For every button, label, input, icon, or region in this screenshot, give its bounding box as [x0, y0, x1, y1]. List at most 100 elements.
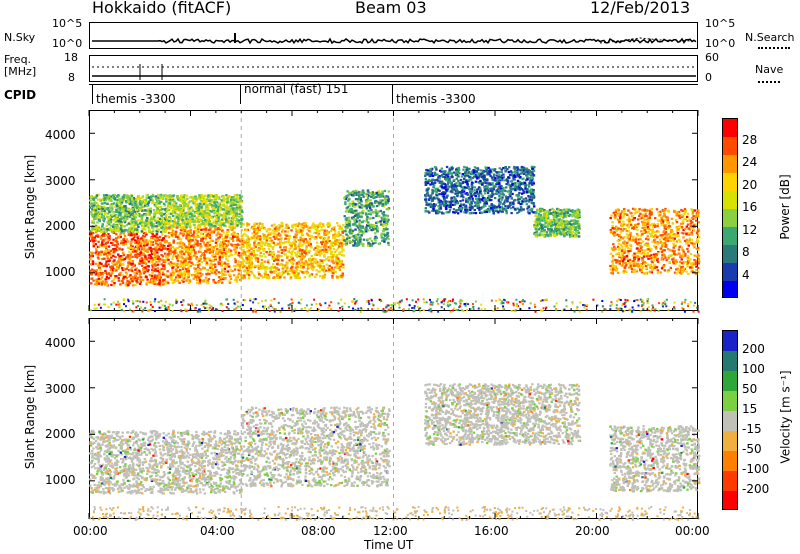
data-cell	[246, 223, 249, 226]
data-cell	[233, 257, 237, 260]
data-cell	[208, 248, 212, 251]
data-cell	[280, 274, 283, 277]
data-cell	[124, 241, 127, 244]
data-cell	[504, 205, 507, 208]
data-cell	[144, 266, 147, 269]
data-cell	[194, 263, 197, 266]
data-cell	[347, 216, 351, 219]
data-cell	[160, 263, 163, 266]
data-cell	[127, 240, 130, 243]
data-cell	[473, 186, 477, 189]
data-cell	[355, 236, 359, 239]
velocity-ytick: 3000	[45, 382, 76, 396]
data-cell	[171, 255, 175, 258]
data-cell	[160, 215, 163, 218]
data-cell	[137, 277, 141, 280]
data-cell	[241, 252, 244, 255]
data-cell	[159, 273, 162, 276]
data-cell	[235, 196, 239, 199]
data-cell	[358, 222, 361, 225]
data-cell	[230, 249, 233, 252]
data-cell	[258, 254, 261, 257]
data-cell	[199, 258, 203, 261]
data-cell	[109, 206, 112, 209]
data-cell	[339, 263, 342, 267]
data-cell	[222, 197, 226, 200]
data-cell	[241, 237, 244, 240]
data-cell	[222, 200, 226, 203]
data-cell	[208, 257, 211, 260]
data-cell	[330, 241, 333, 244]
data-cell	[103, 217, 107, 220]
data-cell	[153, 269, 156, 272]
data-cell	[253, 276, 256, 279]
data-cell	[375, 205, 379, 208]
data-cell	[228, 280, 231, 283]
data-cell	[96, 221, 99, 224]
data-cell	[97, 240, 100, 243]
data-cell	[178, 226, 182, 229]
data-cell	[145, 283, 148, 286]
data-cell	[146, 213, 149, 216]
data-cell	[273, 266, 277, 269]
data-cell	[153, 213, 156, 216]
data-cell	[317, 245, 320, 248]
data-cell	[145, 240, 148, 243]
colorbar-swatch	[723, 119, 737, 138]
data-cell	[459, 200, 462, 203]
data-cell	[116, 224, 119, 227]
data-cell	[352, 244, 355, 247]
data-cell	[337, 224, 340, 227]
data-cell	[260, 245, 264, 248]
data-cell	[238, 254, 241, 257]
data-cell	[92, 202, 95, 205]
data-cell	[113, 193, 116, 197]
data-cell	[285, 234, 288, 237]
data-cell	[145, 268, 149, 271]
data-cell	[331, 275, 334, 278]
data-cell	[172, 202, 176, 205]
data-cell	[257, 235, 260, 238]
data-cell	[255, 222, 259, 225]
data-cell	[174, 233, 177, 236]
data-cell	[97, 273, 100, 277]
data-cell	[101, 225, 104, 228]
data-cell	[362, 195, 365, 198]
data-cell	[386, 235, 390, 238]
data-cell	[342, 236, 345, 239]
data-cell	[286, 256, 289, 259]
data-cell	[163, 268, 166, 271]
data-cell	[227, 219, 230, 222]
data-cell	[161, 243, 164, 246]
data-cell	[300, 229, 303, 232]
data-cell	[206, 257, 209, 260]
data-cell	[229, 200, 232, 203]
data-cell	[90, 238, 94, 241]
data-cell	[134, 254, 137, 257]
data-cell	[116, 247, 120, 250]
data-cell	[176, 207, 180, 210]
data-cell	[289, 276, 293, 279]
data-cell	[261, 223, 264, 226]
data-cell	[116, 204, 119, 207]
data-cell	[106, 228, 109, 231]
colorbar-swatch	[723, 227, 737, 246]
data-cell	[229, 269, 232, 272]
data-cell	[189, 245, 193, 248]
data-cell	[301, 223, 304, 226]
xtick-label: 08:00	[301, 524, 336, 538]
data-cell	[110, 283, 113, 287]
data-cell	[143, 222, 146, 225]
data-cell	[189, 264, 192, 267]
data-cell	[333, 251, 337, 254]
data-cell	[110, 210, 113, 213]
data-cell	[144, 241, 147, 244]
data-cell	[375, 200, 378, 203]
data-cell	[200, 209, 203, 212]
data-cell	[147, 201, 150, 204]
data-cell	[112, 211, 116, 214]
data-cell	[150, 261, 153, 264]
data-cell	[199, 250, 202, 253]
data-cell	[89, 239, 92, 242]
data-cell	[106, 215, 109, 218]
